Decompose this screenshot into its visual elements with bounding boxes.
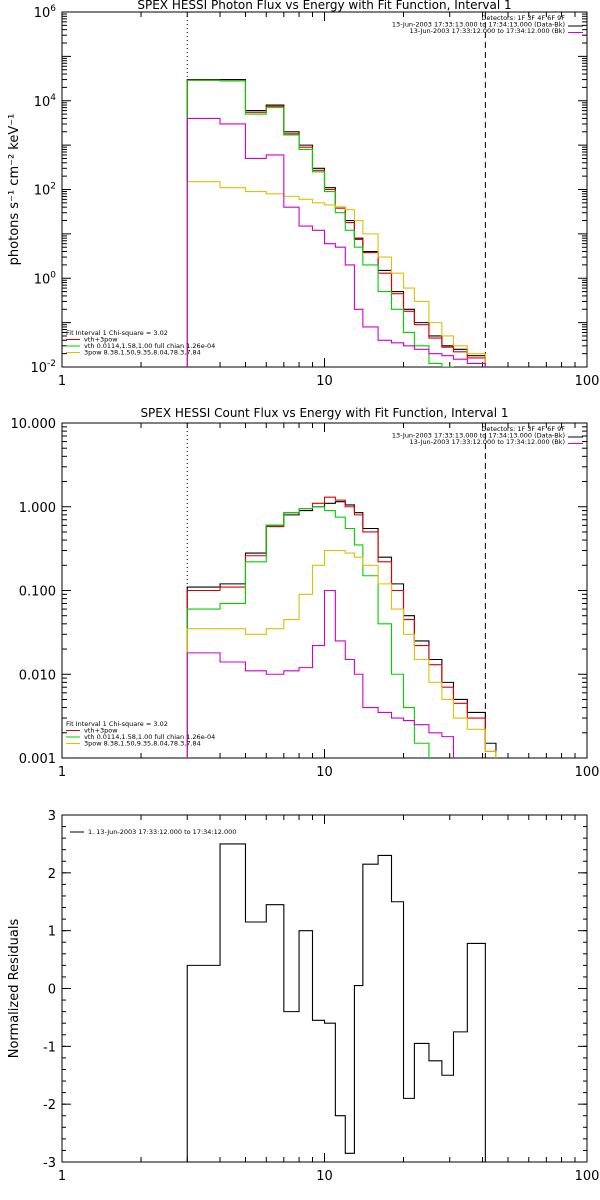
legend-top-entry: 13-Jun-2003 17:33:12.000 to 17:34:12.000… — [410, 438, 565, 446]
y-axis-label: photons s⁻¹ cm⁻² keV⁻¹ — [7, 114, 22, 266]
y-tick-exponent: 4 — [50, 93, 56, 103]
y-tick-base: 10 — [34, 6, 51, 21]
series-total-step-line — [186, 79, 486, 367]
y-tick-label: -3 — [43, 1156, 56, 1171]
count-flux-panel: 1 10 100 0.001 0.010 0.100 1.000 10.000 SPEX HES… — [11, 406, 600, 780]
series-group — [186, 79, 486, 367]
legend-bottom-entry: vth 0.0114,1.58,1.00 full chian 1.26e-04 — [84, 342, 215, 350]
y-tick-exponent: 0 — [50, 270, 56, 280]
y-tick-base: 10 — [34, 95, 51, 110]
y-tick-label: 102 — [34, 182, 56, 199]
y-tick-label: 2 — [48, 867, 56, 882]
legend-bottom-entry: 3pow 8.38,1.50,9.35,8.04,78.3,7.84 — [84, 740, 201, 748]
legend-top-entry: 13-Jun-2003 17:33:12.000 to 17:34:12.000… — [410, 27, 565, 35]
residuals-panel: 1 10 100 -3 -2 -1 0 1 2 3 Normalized Residuals 1. 1… — [7, 809, 599, 1184]
legend-top-entry: 13-Jun-2003 17:33:13.000 to 17:34:13.000… — [392, 21, 565, 29]
legend-bottom-entry: vth+3pow — [84, 336, 118, 344]
y-tick-label: 10.000 — [11, 417, 57, 432]
legend-bottom-entry: 3pow 8.38,1.50,9.35,8.04,78.3,7.84 — [84, 349, 201, 357]
chart-title: SPEX HESSI Photon Flux vs Energy with Fi… — [137, 0, 511, 12]
plot-frame — [61, 814, 588, 1163]
y-tick-label: 1.000 — [19, 501, 56, 516]
x-tick-label: 100 — [575, 374, 600, 389]
series-data-step-line — [186, 501, 497, 758]
x-tick-label: 1 — [58, 765, 66, 780]
y-tick-base: 10 — [30, 361, 47, 376]
legend-bottom-entry: vth 0.0114,1.58,1.00 full chian 1.26e-04 — [84, 733, 215, 741]
legend-top-left-entry: 1. 13-Jun-2003 17:33:12.000 to 17:34:12.… — [88, 828, 236, 836]
x-tick-label: 10 — [316, 765, 333, 780]
y-tick-label: 10-2 — [30, 359, 56, 376]
chart-title: SPEX HESSI Count Flux vs Energy with Fit… — [140, 406, 508, 420]
series-data-step-line — [186, 79, 486, 367]
y-tick-label: 0 — [48, 983, 56, 998]
y-axis-label: Normalized Residuals — [7, 919, 22, 1059]
y-tick-base: 10 — [34, 184, 51, 199]
legend-bottom-entry: vth+3pow — [84, 727, 118, 735]
y-tick-label: 104 — [34, 93, 57, 110]
y-tick-label: -1 — [43, 1040, 56, 1055]
x-tick-label: 100 — [575, 765, 600, 780]
y-tick-exponent: 6 — [50, 4, 56, 14]
series-bpow-step-line — [186, 549, 497, 758]
y-tick-label: -2 — [43, 1098, 56, 1113]
series-vth-step-line — [186, 79, 454, 367]
legend-top-entry: Detectors: 1F 3F 4F 6F 9F — [481, 425, 565, 433]
y-tick-exponent: -2 — [47, 359, 56, 369]
series-group — [186, 496, 497, 758]
legend-top-entry: 13-Jun-2003 17:33:13.000 to 17:34:13.000… — [392, 432, 565, 440]
y-tick-label: 1 — [48, 925, 56, 940]
legend-top-entry: Detectors: 1F 3F 4F 6F 9F — [481, 14, 565, 22]
series-background-step-line — [186, 589, 455, 758]
x-tick-label: 10 — [316, 1169, 333, 1184]
x-tick-label: 10 — [316, 374, 333, 389]
y-tick-label: 106 — [34, 4, 57, 21]
y-tick-label: 0.001 — [19, 752, 56, 767]
y-tick-label: 0.100 — [19, 585, 56, 600]
legend-bottom-entry: Fit Interval 1 Chi-square = 3.02 — [66, 329, 168, 337]
legend-bottom-entry: Fit Interval 1 Chi-square = 3.02 — [66, 720, 168, 728]
y-tick-base: 10 — [34, 272, 51, 287]
y-tick-exponent: 2 — [50, 182, 56, 192]
x-tick-label: 100 — [575, 1169, 600, 1184]
series-background-step-line — [186, 117, 486, 367]
y-tick-label: 3 — [48, 809, 56, 824]
series-data-step-line — [186, 843, 486, 1162]
series-total-step-line — [186, 496, 497, 758]
series-bpow-step-line — [186, 181, 486, 367]
y-tick-label: 100 — [34, 270, 57, 287]
y-tick-label: 0.010 — [19, 668, 56, 683]
series-vth-step-line — [186, 506, 430, 758]
x-tick-label: 1 — [58, 1169, 66, 1184]
series-group — [186, 843, 486, 1162]
x-tick-label: 1 — [58, 374, 66, 389]
